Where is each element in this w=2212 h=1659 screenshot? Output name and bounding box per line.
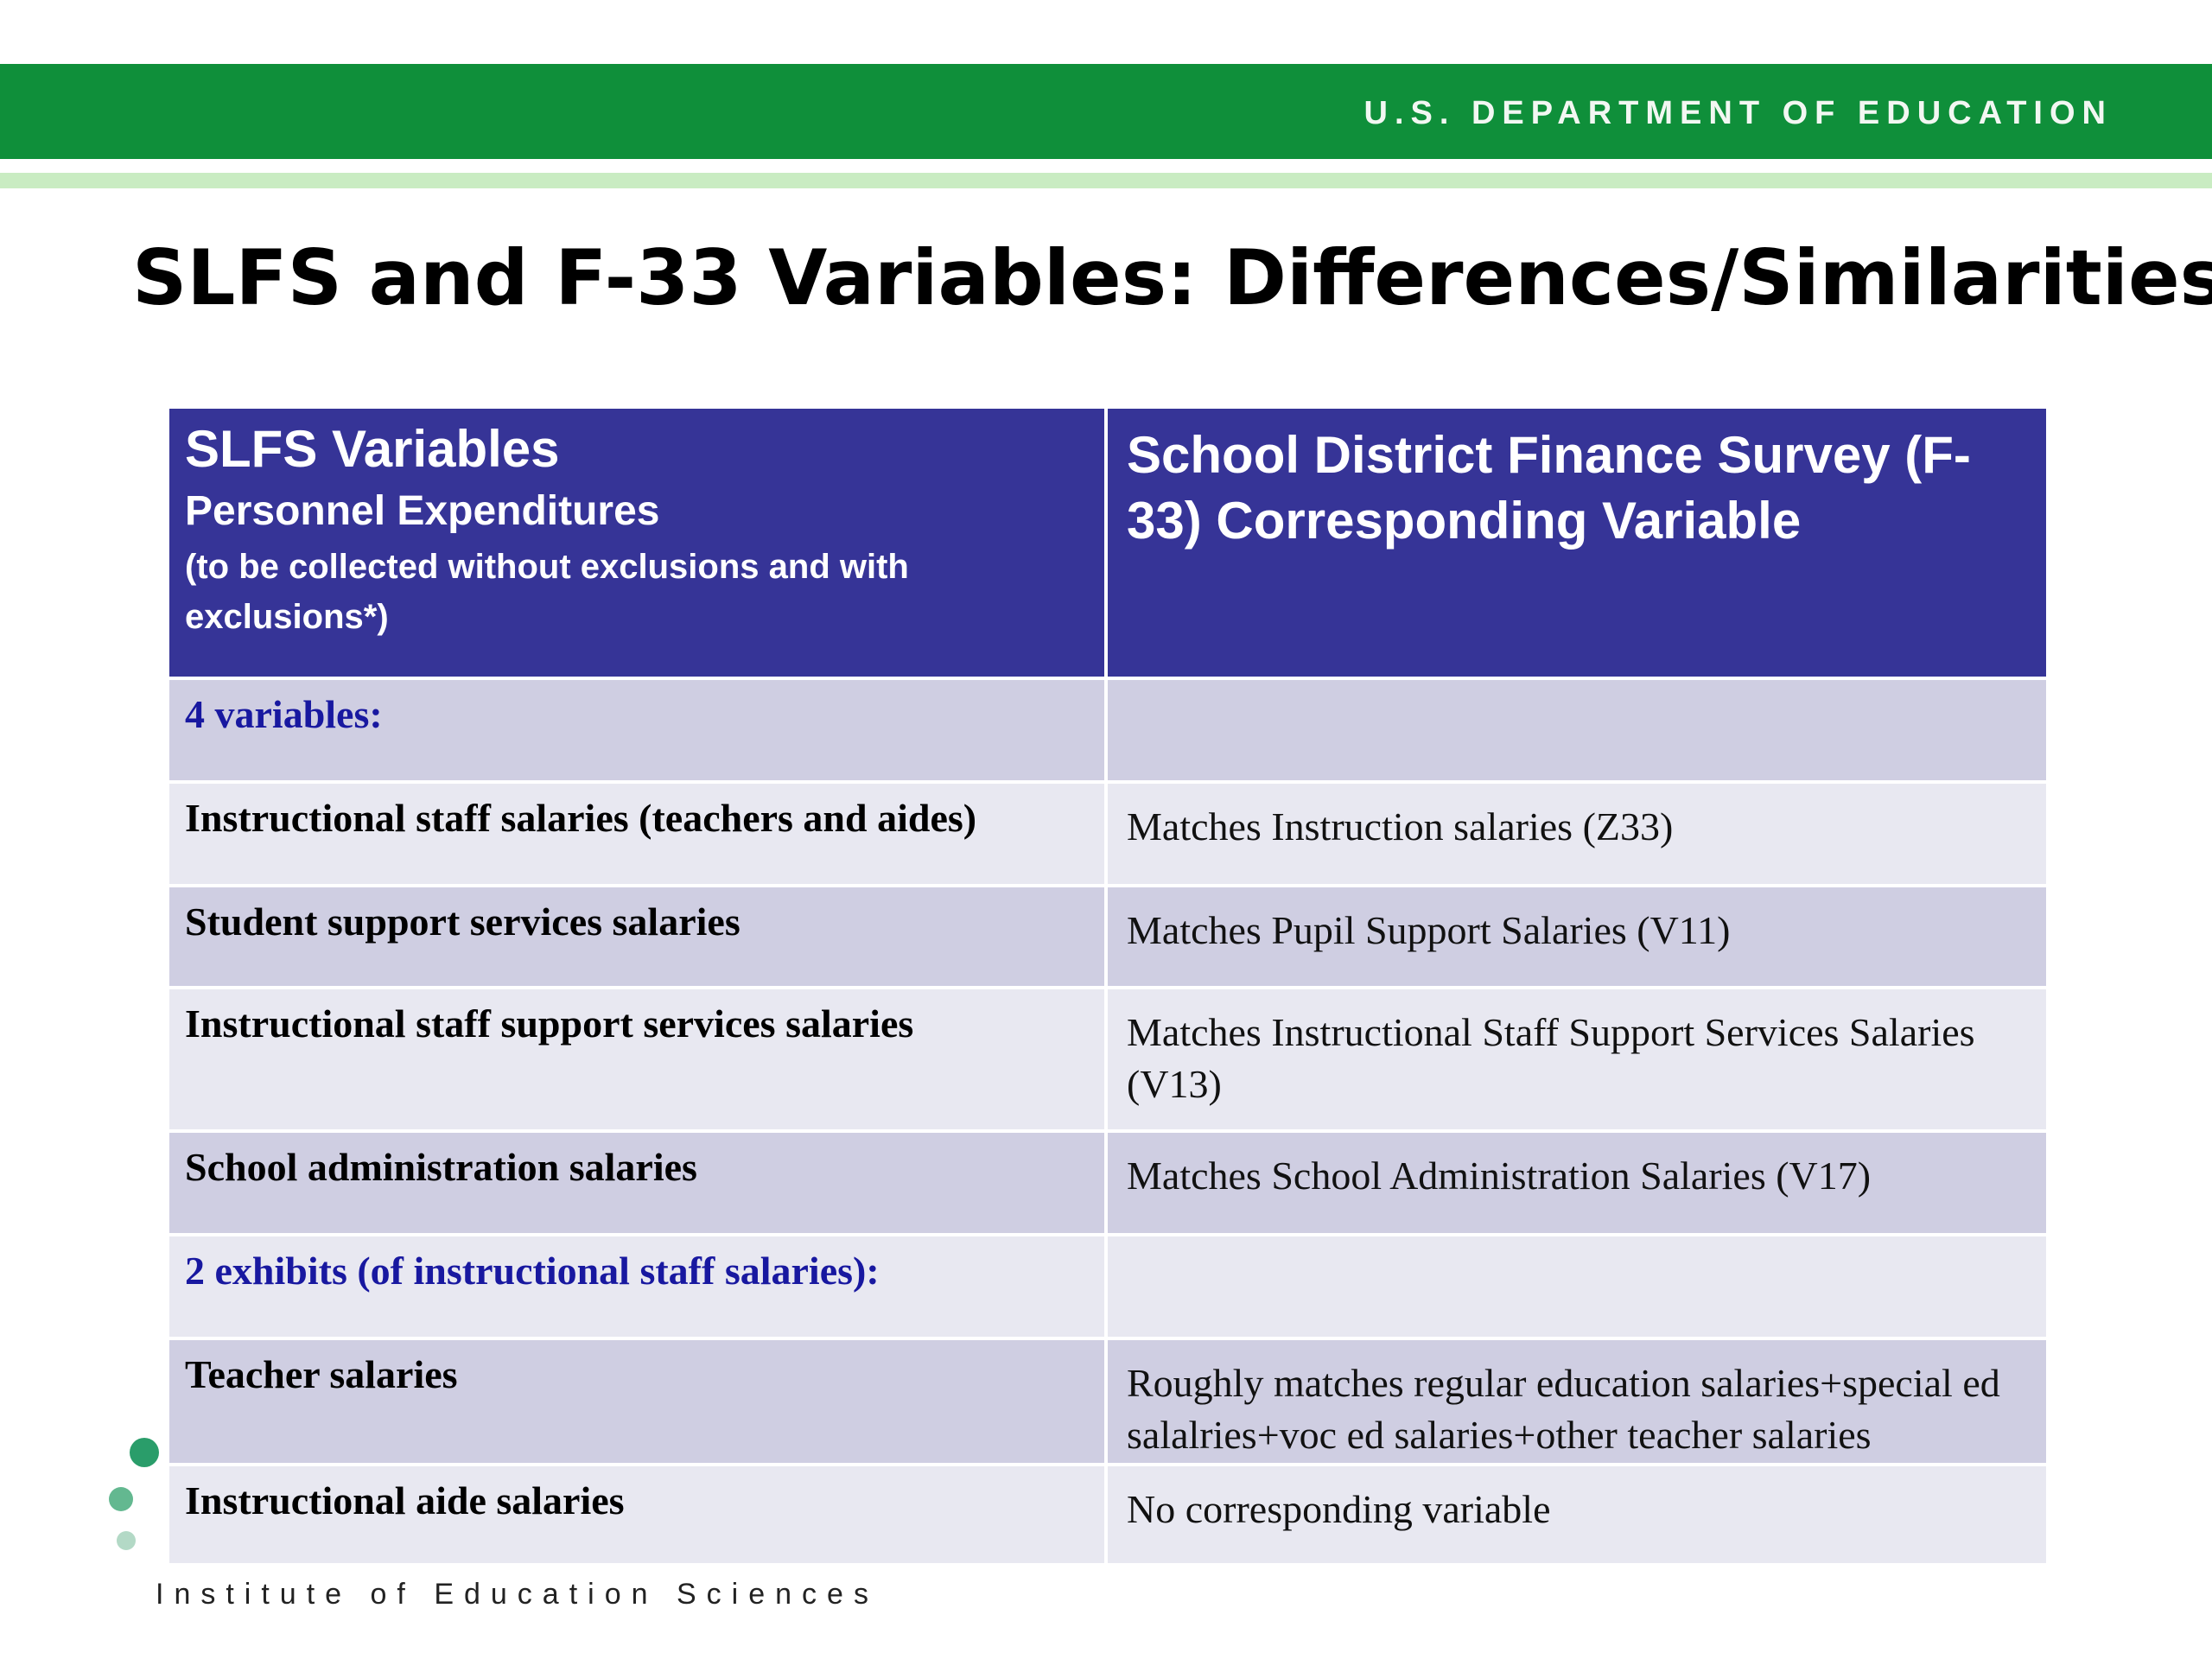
top-banner: U.S. DEPARTMENT OF EDUCATION: [0, 64, 2212, 159]
f33-variable: [1108, 1236, 2046, 1254]
table-row: 4 variables:: [166, 677, 2050, 784]
slfs-variable: Teacher salaries: [185, 1352, 458, 1396]
slfs-variable: School administration salaries: [185, 1145, 697, 1189]
f33-variable: Matches School Administration Salaries (…: [1127, 1154, 1872, 1198]
table-row: 2 exhibits (of instructional staff salar…: [166, 1233, 2050, 1340]
decorative-dot-medium: [109, 1487, 133, 1511]
slfs-variable: Instructional staff support services sal…: [185, 1001, 914, 1046]
f33-variable: Roughly matches regular education salari…: [1127, 1361, 2000, 1457]
slfs-variable: Instructional aide salaries: [185, 1478, 625, 1522]
row-left-cell: 2 exhibits (of instructional staff salar…: [166, 1233, 1108, 1340]
row-right-cell: [1104, 1233, 2050, 1340]
section-label: 4 variables:: [185, 692, 383, 736]
row-right-cell: Matches Instruction salaries (Z33): [1104, 780, 2050, 887]
row-right-cell: Matches School Administration Salaries (…: [1104, 1129, 2050, 1236]
row-right-cell: [1104, 677, 2050, 784]
row-left-cell: Instructional aide salaries: [166, 1463, 1108, 1567]
table-row: Instructional staff support services sal…: [166, 986, 2050, 1133]
left-header-cell: SLFS Variables Personnel Expenditures (t…: [166, 405, 1108, 680]
table-row: School administration salaries Matches Sc…: [166, 1129, 2050, 1236]
decorative-dot-large: [130, 1438, 159, 1467]
table-row: Instructional aide salaries No correspond…: [166, 1463, 2050, 1567]
row-left-cell: Student support services salaries: [166, 884, 1108, 989]
table-header-row: SLFS Variables Personnel Expenditures (t…: [166, 405, 2050, 680]
f33-variable: No corresponding variable: [1127, 1487, 1551, 1531]
row-right-cell: Roughly matches regular education salari…: [1104, 1337, 2050, 1466]
row-left-cell: Instructional staff salaries (teachers a…: [166, 780, 1108, 887]
row-right-cell: Matches Instructional Staff Support Serv…: [1104, 986, 2050, 1133]
right-header-cell: School District Finance Survey (F-33) Co…: [1104, 405, 2050, 680]
table-row: Teacher salaries Roughly matches regular …: [166, 1337, 2050, 1466]
left-header-subtitle: Personnel Expenditures: [185, 488, 660, 534]
row-left-cell: School administration salaries: [166, 1129, 1108, 1236]
footer-institute: Institute of Education Sciences: [156, 1578, 879, 1611]
agency-name: U.S. DEPARTMENT OF EDUCATION: [1363, 95, 2113, 131]
f33-variable: [1108, 680, 2046, 697]
comparison-table: SLFS Variables Personnel Expenditures (t…: [166, 405, 2050, 1567]
f33-variable: Matches Pupil Support Salaries (V11): [1127, 908, 1731, 952]
table-body: 4 variables: Instructional staff salaries…: [166, 677, 2050, 1567]
table-row: Student support services salaries Matches…: [166, 884, 2050, 989]
slide-title: SLFS and F-33 Variables: Differences/Sim…: [132, 233, 2212, 322]
table-row: Instructional staff salaries (teachers a…: [166, 780, 2050, 887]
decorative-dot-small: [117, 1531, 136, 1550]
f33-variable: Matches Instruction salaries (Z33): [1127, 804, 1674, 849]
left-header-title: SLFS Variables: [185, 420, 560, 478]
row-right-cell: No corresponding variable: [1104, 1463, 2050, 1567]
row-left-cell: Instructional staff support services sal…: [166, 986, 1108, 1133]
slfs-variable: Student support services salaries: [185, 899, 741, 944]
section-label: 2 exhibits (of instructional staff salar…: [185, 1249, 880, 1293]
right-header-title: School District Finance Survey (F-33) Co…: [1127, 426, 1971, 550]
row-left-cell: Teacher salaries: [166, 1337, 1108, 1466]
banner-stripe: [0, 173, 2212, 188]
row-left-cell: 4 variables:: [166, 677, 1108, 784]
left-header-note: (to be collected without exclusions and …: [185, 548, 909, 636]
f33-variable: Matches Instructional Staff Support Serv…: [1127, 1010, 1975, 1106]
row-right-cell: Matches Pupil Support Salaries (V11): [1104, 884, 2050, 989]
slfs-variable: Instructional staff salaries (teachers a…: [185, 796, 977, 840]
